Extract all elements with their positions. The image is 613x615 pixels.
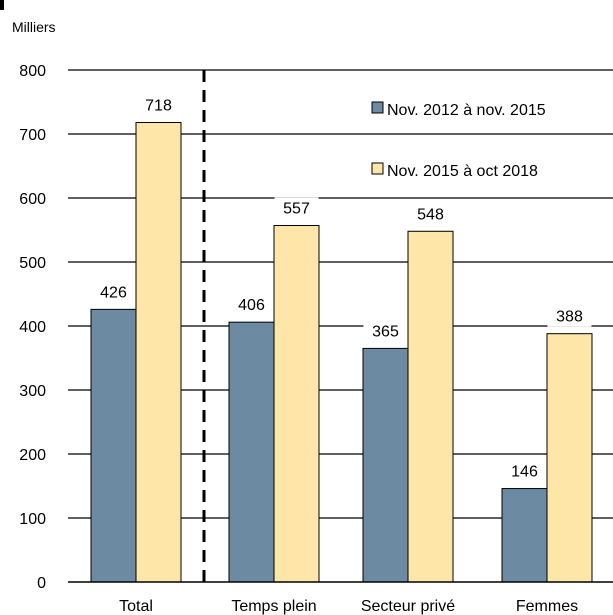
data-label: 388 [556,309,583,326]
y-tick-label: 600 [19,191,46,208]
bar [362,347,409,583]
bar [501,488,548,583]
legend-label: Nov. 2012 à nov. 2015 [387,102,546,119]
data-label-background [547,305,592,327]
labels: 0 100 200 300 400 500 600 700 800 426 718 Total 406 5… [19,63,592,615]
data-label: 548 [417,206,444,223]
bar [228,321,275,583]
bar [407,230,454,583]
data-label-background [408,203,453,225]
data-label-background [91,281,136,303]
top-left-mark [0,0,4,10]
data-label-background [502,460,547,482]
data-label-background [274,197,319,219]
x-tick-label: Femmes [516,598,578,615]
bar [135,121,182,583]
bar [273,225,320,583]
data-label: 406 [238,297,265,314]
data-label: 426 [100,284,127,301]
bar [546,333,593,583]
legend-swatch [371,101,384,114]
data-label: 146 [511,464,538,481]
y-tick-label: 700 [19,127,46,144]
y-tick-label: 500 [19,255,46,272]
y-tick-label: 200 [19,447,46,464]
y-tick-label: 300 [19,383,46,400]
axes [68,70,613,583]
bar [90,308,137,583]
data-label-background [363,320,408,342]
bars [90,121,593,583]
data-label: 557 [283,201,310,218]
y-tick-label: 800 [19,63,46,80]
x-tick-label: Secteur privé [361,598,455,615]
data-label-background [229,294,274,316]
legend-swatch [371,162,384,175]
data-label: 718 [145,97,172,114]
y-tick-label: 0 [37,575,46,592]
x-tick-label: Temps plein [231,598,316,615]
legend-background [368,97,598,121]
y-axis-unit-label: Milliers [12,19,56,35]
y-tick-label: 100 [19,511,46,528]
legend-background [368,158,598,182]
legend: Nov. 2012 à nov. 2015 Nov. 2015 à oct 201… [368,97,598,182]
data-label-background [136,94,181,116]
legend-label: Nov. 2015 à oct 2018 [387,163,538,180]
data-label: 365 [372,323,399,340]
y-tick-label: 400 [19,319,46,336]
x-tick-label: Total [119,598,153,615]
